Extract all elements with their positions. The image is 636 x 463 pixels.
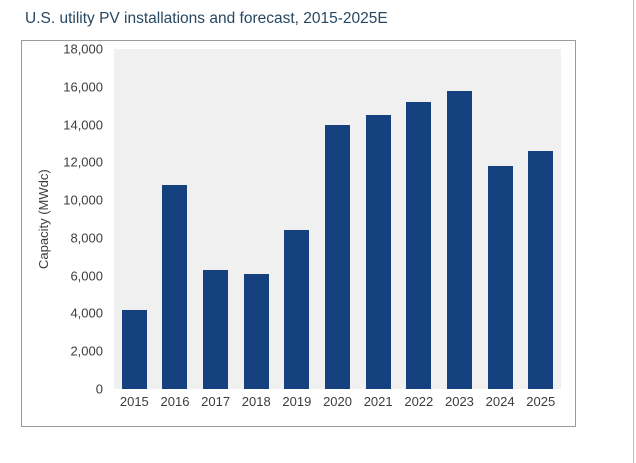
bar-2019 <box>284 230 310 389</box>
bar-2021 <box>365 115 391 389</box>
bar-2015 <box>121 309 147 389</box>
x-tick-label-2017: 2017 <box>201 394 231 409</box>
y-tick-label-4000: 4,000 <box>70 305 103 321</box>
bar-slot-2022 <box>398 49 439 389</box>
bar-slot-2025 <box>520 49 561 389</box>
bar-slot-2016 <box>155 49 196 389</box>
chart-frame: Capacity (MWdc) 0 2,000 4,000 6,000 8,000 10,… <box>21 40 576 427</box>
y-tick-label-10000: 10,000 <box>63 192 103 208</box>
y-tick-label-6000: 6,000 <box>70 268 103 284</box>
x-axis-tick-labels: 2015 2016 2017 2018 2019 2020 2021 2022 2023 2024… <box>114 394 561 409</box>
bar-slot-2015 <box>114 49 155 389</box>
x-tick-label-2021: 2021 <box>363 394 393 409</box>
bar-2025 <box>528 151 554 389</box>
x-tick-label-2025: 2025 <box>526 394 556 409</box>
bar-2023 <box>446 90 472 389</box>
x-tick-label-2024: 2024 <box>485 394 515 409</box>
bar-2018 <box>243 273 269 389</box>
y-tick-label-14000: 14,000 <box>63 117 103 133</box>
y-tick-label-12000: 12,000 <box>63 154 103 170</box>
y-tick-label-16000: 16,000 <box>63 79 103 95</box>
bar-slot-2018 <box>236 49 277 389</box>
plot-area <box>114 49 561 389</box>
y-tick-label-18000: 18,000 <box>63 41 103 57</box>
y-tick-label-2000: 2,000 <box>70 343 103 359</box>
x-tick-label-2020: 2020 <box>323 394 352 409</box>
chart-title: U.S. utility PV installations and foreca… <box>25 10 388 27</box>
bar-slot-2019 <box>277 49 318 389</box>
y-tick-label-0: 0 <box>95 381 103 397</box>
bar-slot-2017 <box>195 49 236 389</box>
x-tick-label-2018: 2018 <box>241 394 271 409</box>
bar-2020 <box>325 124 351 389</box>
bar-slot-2021 <box>358 49 399 389</box>
y-tick-label-8000: 8,000 <box>70 230 103 246</box>
x-tick-label-2022: 2022 <box>404 394 434 409</box>
y-axis-tick-labels: 0 2,000 4,000 6,000 8,000 10,000 12,000 14,000 1… <box>22 42 108 397</box>
screenshot-right-edge-line <box>633 0 634 463</box>
bar-2016 <box>162 185 188 389</box>
x-tick-label-2019: 2019 <box>282 394 312 409</box>
x-tick-label-2023: 2023 <box>444 394 474 409</box>
bar-slot-2020 <box>317 49 358 389</box>
bar-2022 <box>406 101 432 389</box>
bar-slot-2023 <box>439 49 480 389</box>
bar-2024 <box>487 166 513 389</box>
x-tick-label-2015: 2015 <box>119 394 149 409</box>
bar-2017 <box>203 270 229 389</box>
bar-slot-2024 <box>480 49 521 389</box>
x-tick-label-2016: 2016 <box>160 394 190 409</box>
